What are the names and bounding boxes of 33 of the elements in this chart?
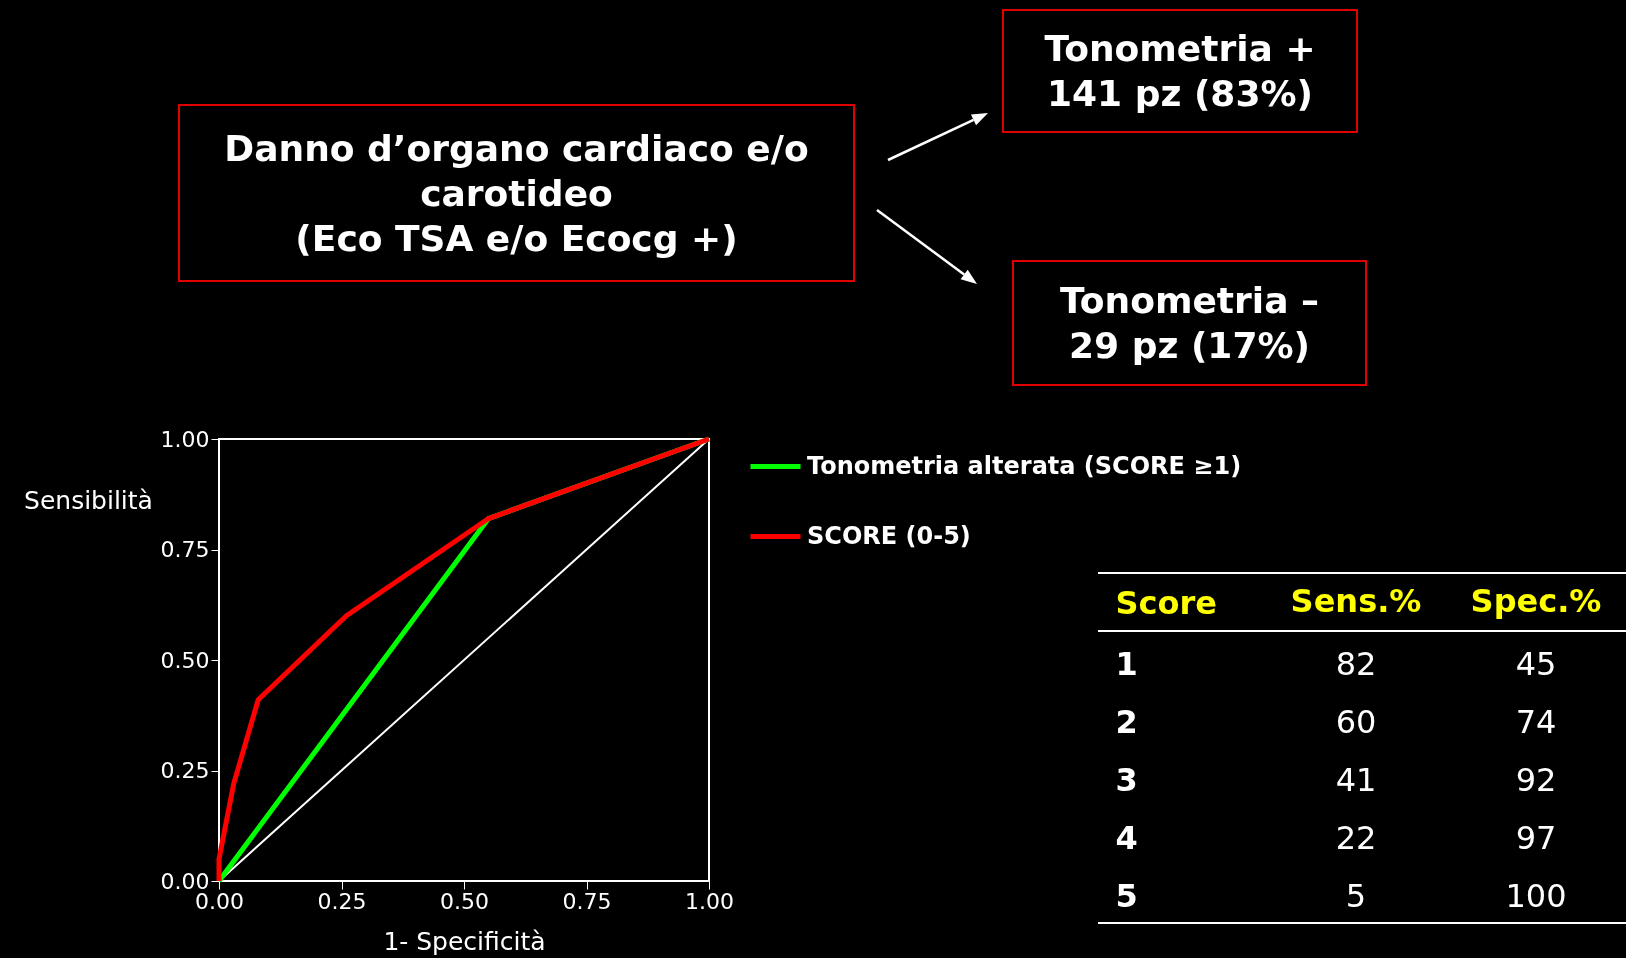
y-tick-label: 4 [1115,819,1138,857]
y-tick-label: 3 [1115,761,1138,799]
y-tick-label: 0.25 [160,758,210,783]
x-tick-label: 1.00 [685,888,734,914]
text: Tonometria + 141 pz (83%) [1002,9,1358,133]
legend-label: Tonometria alterata (SCORE ≥1) [807,451,1242,480]
data-label: 74 [1515,703,1557,741]
y-axis-title: Score [1115,583,1217,622]
x-tick-label: 0.25 [317,888,367,914]
data-label: 100 [1505,877,1567,915]
y-tick-label: 0.50 [160,647,210,673]
x-axis-title: 1- Specificità [383,926,546,956]
y-axis-title: Sensibilità [24,485,153,515]
y-tick-label: 0.75 [160,537,210,562]
x-tick-label: 0.50 [440,888,489,914]
text: Danno d’organo cardiaco e/o carotideo (Eco TSA e/o Ecocg +) [178,104,855,282]
x-tick-label: Spec.% [1470,581,1602,620]
data-label: 45 [1515,645,1557,683]
x-tick-label: Sens.% [1290,581,1422,620]
x-tick-label: 0.75 [562,888,612,914]
data-label: 92 [1515,761,1557,799]
legend-label: SCORE (0-5) [807,521,971,550]
y-tick-label: 1.00 [160,426,210,452]
data-label: 60 [1335,703,1377,741]
data-label: 97 [1515,819,1557,857]
data-label: 22 [1335,819,1377,857]
text: Tonometria – 29 pz (17%) [1012,260,1367,386]
data-label: 41 [1335,761,1377,799]
data-label: 5 [1345,877,1367,915]
y-tick-label: 5 [1115,877,1138,915]
y-tick-label: 2 [1115,703,1138,741]
data-label: 82 [1335,645,1377,683]
y-tick-label: 1 [1115,645,1138,683]
